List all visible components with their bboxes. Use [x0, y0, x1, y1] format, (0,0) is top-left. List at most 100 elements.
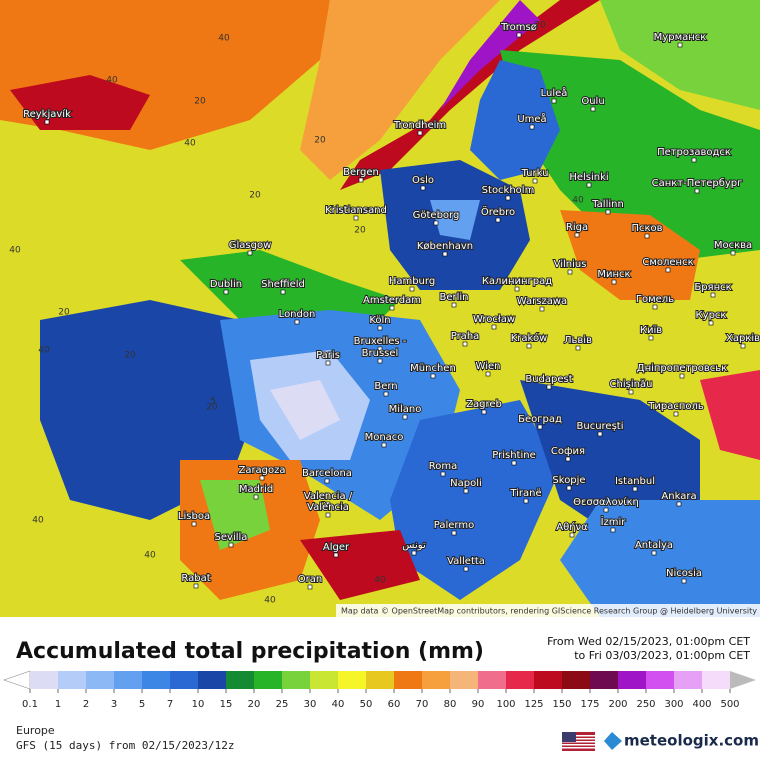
- city-label: Luleå: [541, 86, 568, 99]
- colorbar-swatch: [618, 671, 647, 689]
- city-marker: [325, 512, 331, 518]
- city-marker: [505, 195, 511, 201]
- contour-label: 20: [534, 21, 546, 31]
- city-marker: [294, 319, 300, 325]
- logo-icon: [604, 732, 622, 750]
- city-label: Мурманск: [654, 32, 707, 43]
- city-label: Milano: [389, 404, 422, 415]
- colorbar-swatch: [170, 671, 199, 689]
- city-label: Tallinn: [591, 199, 624, 210]
- city-marker: [569, 532, 575, 538]
- contour-label: 20: [354, 226, 366, 236]
- city-marker: [259, 475, 265, 481]
- city-marker: [597, 431, 603, 437]
- city-marker: [651, 550, 657, 556]
- contour-label: 40: [218, 34, 230, 44]
- precip-area: [300, 0, 500, 180]
- contour-label: 5: [210, 397, 216, 407]
- contour-label: 40: [374, 576, 386, 586]
- city-marker: [485, 371, 491, 377]
- city-marker: [632, 486, 638, 492]
- city-marker: [532, 178, 538, 184]
- city-marker: [529, 124, 535, 130]
- precip-area: [10, 75, 150, 130]
- contour-label: 40: [32, 516, 44, 526]
- city-marker: [652, 304, 658, 310]
- city-label: Sheffield: [261, 279, 305, 290]
- city-marker: [228, 542, 234, 548]
- city-marker: [575, 345, 581, 351]
- city-label: Kraków: [511, 332, 548, 344]
- contour-label: 40: [144, 551, 156, 561]
- city-marker: [324, 478, 330, 484]
- city-label: Vilnius: [554, 259, 587, 270]
- city-marker: [451, 302, 457, 308]
- flag: [562, 732, 595, 751]
- precip-area: [470, 60, 560, 180]
- city-marker: [511, 460, 517, 466]
- city-marker: [463, 566, 469, 572]
- city-marker: [325, 360, 331, 366]
- contour-label: 20: [249, 191, 261, 201]
- colorbar-label: 15: [220, 699, 233, 710]
- city-marker: [358, 177, 364, 183]
- city-marker: [377, 346, 383, 352]
- colorbar-swatch: [534, 671, 563, 689]
- colorbar-swatch: [394, 671, 423, 689]
- colorbar-label: 40: [332, 699, 345, 710]
- city-label: Reykjavík: [23, 108, 71, 120]
- city-label: Madrid: [239, 484, 273, 495]
- colorbar-swatch: [226, 671, 255, 689]
- city-label: Istanbul: [615, 476, 655, 487]
- city-marker: [433, 220, 439, 226]
- colorbar-label: 100: [496, 699, 515, 710]
- precip-area: [200, 480, 270, 550]
- city-marker: [191, 521, 197, 527]
- city-marker: [708, 320, 714, 326]
- title: Accumulated total precipitation (mm): [16, 639, 484, 664]
- city-label: Nicosia: [666, 568, 702, 579]
- city-label: Berlin: [439, 292, 468, 303]
- colorbar-label: 1: [55, 699, 61, 710]
- colorbar-swatch: [366, 671, 395, 689]
- contour-label: 20: [206, 403, 218, 413]
- city-marker: [516, 32, 522, 38]
- city-marker: [411, 550, 417, 556]
- city-marker: [193, 583, 199, 589]
- city-label: Köln: [369, 315, 390, 326]
- contour-label: 20: [194, 97, 206, 107]
- city-label: Дніпропетровськ: [637, 362, 727, 374]
- city-marker: [495, 217, 501, 223]
- city-marker: [679, 373, 685, 379]
- city-marker: [430, 373, 436, 379]
- city-label: Санкт-Петербург: [652, 178, 743, 189]
- city-marker: [223, 289, 229, 295]
- city-marker: [325, 501, 331, 507]
- city-label: Oslo: [412, 175, 434, 186]
- attribution: Map data © OpenStreetMap contributors, r…: [341, 607, 757, 616]
- map: Reykjavík Tromsø Мурманск Luleå Oulu Umeå Tron…: [0, 0, 760, 617]
- city-marker: [383, 391, 389, 397]
- city-marker: [491, 324, 497, 330]
- city-label: Oran: [298, 574, 322, 585]
- city-marker: [409, 286, 415, 292]
- city-marker: [247, 250, 253, 256]
- city-label: Oulu: [581, 96, 604, 107]
- city-label: Riga: [566, 222, 588, 233]
- city-label: Wrocław: [473, 314, 515, 325]
- colorbar-label: 250: [636, 699, 655, 710]
- city-label: Skopje: [552, 475, 585, 486]
- colorbar-swatch: [674, 671, 703, 689]
- colorbar-swatch: [646, 671, 675, 689]
- colorbar-swatch: [58, 671, 87, 689]
- city-marker: [566, 485, 572, 491]
- city-marker: [567, 269, 573, 275]
- city-label: Zagreb: [466, 399, 502, 410]
- city-label: Brussel: [362, 348, 399, 359]
- city-marker: [377, 358, 383, 364]
- colorbar-swatch: [198, 671, 227, 689]
- colorbar-swatch: [422, 671, 451, 689]
- city-label: Αθήνα: [556, 521, 588, 533]
- city-label: Гомель: [636, 294, 674, 305]
- city-label: София: [551, 446, 585, 457]
